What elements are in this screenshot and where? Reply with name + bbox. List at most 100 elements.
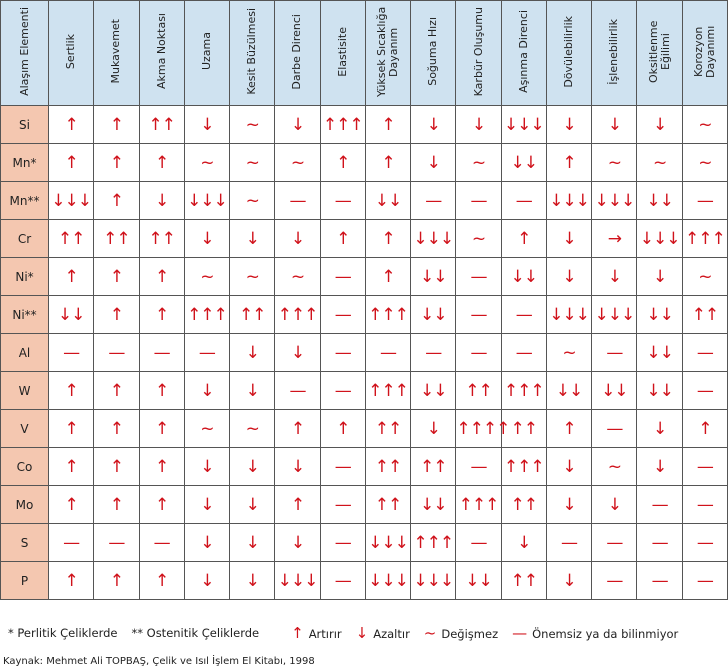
header-row: Alaşım Elementi Sertlik Mukavemet Akma Nok… xyxy=(0,0,728,106)
column-header-text: Uzama xyxy=(199,32,213,71)
effect-cell: — xyxy=(319,523,366,562)
effect-cell: ↑↑↑ xyxy=(410,523,457,562)
effect-cell: ↑ xyxy=(47,143,95,182)
effect-cell: ↑ xyxy=(138,371,185,410)
column-header: İşlenebilirlik xyxy=(591,0,638,106)
table-body: Si ↑ ↑ ↑↑ ↓ ~ ↓ ↑↑↑ ↑ ↓ ↓ ↓↓↓ ↓ ↓ ↓ ~ Mn* ↑ ↑ ↑ ~ ~ ~ ↑ ↑ ↓ ~ ↓↓ ↑ ~ ~… xyxy=(0,105,728,600)
effect-cell: ↓↓↓ xyxy=(47,181,95,220)
effect-cell: ↑↑ xyxy=(681,295,728,334)
effect-cell: ↑ xyxy=(545,409,593,448)
effect-cell: — xyxy=(364,333,412,372)
effect-cell: ↓↓↓ xyxy=(545,181,593,220)
effect-cell: ↑ xyxy=(138,257,185,296)
effect-cell: — xyxy=(319,447,366,486)
legend-label: Azaltır xyxy=(373,627,410,641)
effect-cell: ↓↓ xyxy=(591,371,638,410)
effect-cell: ↓↓ xyxy=(410,371,457,410)
row-label: W xyxy=(0,371,49,410)
effect-cell: ~ xyxy=(591,143,638,182)
effect-cell: ↑↑↑↑ xyxy=(455,409,510,448)
effect-cell: ↓↓ xyxy=(410,485,457,524)
effect-cell: ↑ xyxy=(47,257,95,296)
row-label: V xyxy=(0,409,49,448)
effect-cell: ↑↑ xyxy=(364,447,412,486)
effect-cell: ↓ xyxy=(183,447,231,486)
effect-cell: ↑↑↑ xyxy=(455,485,502,524)
property-table: Alaşım Elementi Sertlik Mukavemet Akma Nok… xyxy=(0,0,728,600)
effect-cell: ~ xyxy=(274,257,321,296)
effect-cell: ↑↑↑ xyxy=(500,447,547,486)
effect-cell: ↓↓↓ xyxy=(183,181,231,220)
effect-cell: ↑↑ xyxy=(364,485,412,524)
effect-cell: — xyxy=(455,257,502,296)
legend-item: ↑ Artırır xyxy=(291,624,342,642)
column-header: Uzama xyxy=(183,0,231,106)
effect-cell: ↓ xyxy=(636,105,683,144)
table-row: Al — — — — ↓ ↓ — — — — — ~ — ↓↓ — xyxy=(0,333,728,372)
effect-cell: ↓↓↓ xyxy=(636,219,683,258)
effect-cell: ↑↑↑ xyxy=(364,371,412,410)
column-header-text: Elastisite xyxy=(335,26,349,77)
effect-cell: — xyxy=(319,371,366,410)
table-row: Mn** ↓↓↓ ↑ ↓ ↓↓↓ ~ — — ↓↓ — — — ↓↓↓ ↓↓↓ ↓↓ — xyxy=(0,181,728,220)
effect-cell: — xyxy=(500,181,547,220)
column-header-text: Yüksek Sıcaklığa Dayanım xyxy=(374,6,400,97)
effect-cell: ↓↓ xyxy=(636,295,683,334)
effect-cell: — xyxy=(455,447,502,486)
effect-cell: ↑↑ xyxy=(500,485,547,524)
effect-cell: — xyxy=(47,333,95,372)
effect-cell: — xyxy=(636,523,683,562)
effect-cell: ↓ xyxy=(545,257,593,296)
effect-cell: — xyxy=(681,371,728,410)
column-header-text: Korozyon Dayanımı xyxy=(691,25,717,78)
row-label: Al xyxy=(0,333,49,372)
effect-cell: ↑↑ xyxy=(500,561,547,600)
effect-cell: ↑↑↑ xyxy=(274,295,321,334)
effect-cell: ↓↓ xyxy=(47,295,95,334)
effect-cell: ↑↑↑ xyxy=(364,295,412,334)
row-label: Ni** xyxy=(0,295,49,334)
column-header: Korozyon Dayanımı xyxy=(681,0,728,106)
effect-cell: ~ xyxy=(229,143,276,182)
table-row: V ↑ ↑ ↑ ~ ~ ↑ ↑ ↑↑ ↓ ↑↑↑↑ ↑↑ ↑ — ↓ ↑ xyxy=(0,409,728,448)
effect-cell: ↓↓ xyxy=(500,143,547,182)
effect-cell: — xyxy=(681,561,728,600)
effect-cell: — xyxy=(455,523,502,562)
effect-cell: ↓ xyxy=(183,523,231,562)
effect-cell: ↓ xyxy=(274,447,321,486)
effect-cell: — xyxy=(636,561,683,600)
effect-cell: ↓ xyxy=(274,105,321,144)
column-header: Oksitlenme Eğilimi xyxy=(636,0,683,106)
effect-cell: — xyxy=(138,333,185,372)
effect-cell: ↑ xyxy=(47,485,95,524)
effect-cell: ↓↓↓ xyxy=(545,295,593,334)
effect-cell: ↑ xyxy=(93,447,140,486)
effect-cell: ↑ xyxy=(47,105,95,144)
legend-symbol: ↓ xyxy=(355,624,369,642)
table-row: Co ↑ ↑ ↑ ↓ ↓ ↓ — ↑↑ ↑↑ — ↑↑↑ ↓ ~ ↓ — xyxy=(0,447,728,486)
effect-cell: ↑ xyxy=(364,219,412,258)
effect-cell: ↓↓↓ xyxy=(364,561,412,600)
effect-cell: ↑ xyxy=(319,409,366,448)
column-header: Sertlik xyxy=(47,0,95,106)
effect-cell: — xyxy=(93,523,140,562)
effect-cell: ↑↑↑ xyxy=(500,371,547,410)
column-header-text: Darbe Direnci xyxy=(290,13,304,90)
effect-cell: — xyxy=(636,485,683,524)
effect-cell: ↓ xyxy=(229,485,276,524)
row-label: S xyxy=(0,523,49,562)
effect-cell: ↓↓↓ xyxy=(591,181,638,220)
effect-cell: — xyxy=(319,561,366,600)
effect-cell: — xyxy=(47,523,95,562)
effect-cell: — xyxy=(681,333,728,372)
effect-cell: ↑ xyxy=(681,409,728,448)
effect-cell: ↓ xyxy=(183,561,231,600)
effect-cell: ~ xyxy=(183,409,231,448)
effect-cell: ↓ xyxy=(636,257,683,296)
effect-cell: ~ xyxy=(229,409,276,448)
effect-cell: ↓↓ xyxy=(636,333,683,372)
effect-cell: ↓↓ xyxy=(410,257,457,296)
effect-cell: ↓↓ xyxy=(455,561,502,600)
effect-cell: ↓ xyxy=(545,105,593,144)
effect-cell: ↓ xyxy=(591,105,638,144)
